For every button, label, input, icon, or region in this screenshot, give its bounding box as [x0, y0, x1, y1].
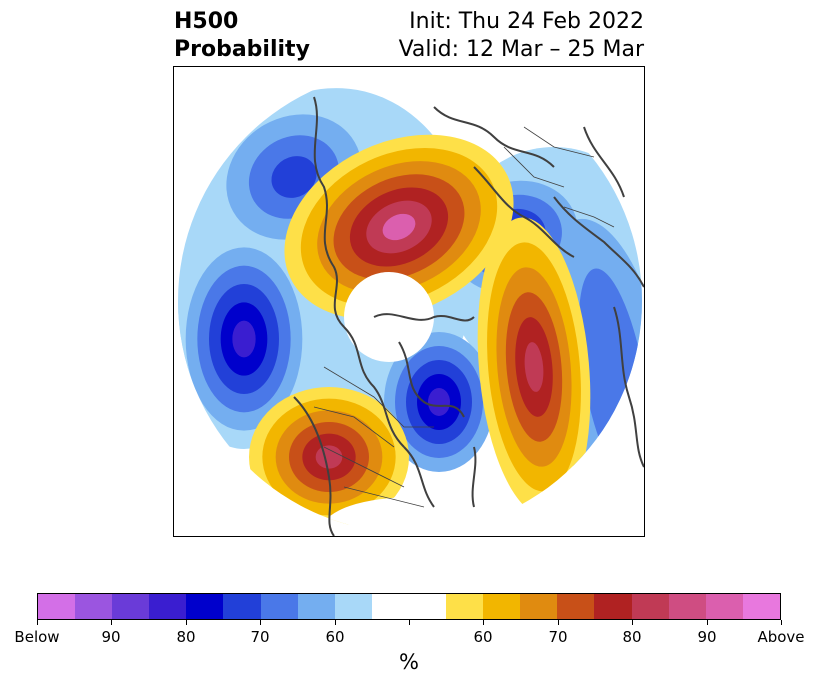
colorbar-label-above-90: 90	[697, 628, 717, 646]
coastlines	[293, 96, 644, 536]
colorbar-label-below-80: 80	[176, 628, 196, 646]
colorbar-label-below: Below	[14, 628, 60, 646]
colorbar-tick	[483, 620, 484, 625]
coastline	[583, 126, 625, 198]
colorbar-swatch	[75, 594, 113, 619]
map-title: H500 Probability	[174, 8, 310, 64]
colorbar-swatch	[371, 594, 409, 619]
colorbar-swatch	[520, 594, 558, 619]
pacific-negative-anomaly	[232, 320, 256, 358]
anomaly-shading	[178, 88, 642, 533]
map-subtitle: Init: Thu 24 Feb 2022 Valid: 12 Mar – 25…	[399, 8, 644, 64]
colorbar-label-below-70: 70	[250, 628, 270, 646]
colorbar-swatch	[149, 594, 187, 619]
colorbar-label-below-60: 60	[325, 628, 345, 646]
colorbar-swatch	[557, 594, 595, 619]
colorbar-tick	[707, 620, 708, 625]
colorbar-tick	[335, 620, 336, 625]
political-border	[523, 126, 595, 158]
colorbar-swatch	[742, 594, 780, 619]
colorbar-tick	[37, 620, 38, 625]
colorbar-swatch	[446, 594, 484, 619]
colorbar-tick	[111, 620, 112, 625]
colorbar-swatch	[112, 594, 150, 619]
colorbar-tick	[558, 620, 559, 625]
colorbar-swatch	[38, 594, 76, 619]
colorbar-tick	[409, 620, 410, 625]
colorbar-tick	[260, 620, 261, 625]
neutral-region	[324, 497, 504, 533]
title-variable: H500	[174, 9, 239, 34]
colorbar-tick	[186, 620, 187, 625]
colorbar-swatch	[631, 594, 669, 619]
title-field: Probability	[174, 37, 310, 62]
western-na-positive-anomaly	[315, 445, 343, 469]
coastline	[343, 326, 405, 448]
init-date: Init: Thu 24 Feb 2022	[409, 9, 644, 34]
coastline	[293, 396, 335, 536]
political-border	[343, 486, 425, 508]
colorbar-tick	[781, 620, 782, 625]
political-border	[503, 146, 565, 188]
colorbar-label-below-90: 90	[101, 628, 121, 646]
coastline	[613, 306, 644, 468]
valid-range: Valid: 12 Mar – 25 Mar	[398, 37, 644, 62]
colorbar-label-above: Above	[757, 628, 805, 646]
coastline	[471, 446, 477, 508]
colorbar-label-above-70: 70	[548, 628, 568, 646]
colorbar-swatch	[297, 594, 335, 619]
arctic-positive-anomaly	[382, 213, 416, 241]
colorbar-swatch	[334, 594, 372, 619]
coastline	[433, 106, 555, 168]
coastline	[373, 313, 475, 322]
political-border	[323, 366, 434, 428]
coastline	[398, 341, 465, 418]
colorbar-label-above-80: 80	[622, 628, 642, 646]
colorbar-swatch	[705, 594, 743, 619]
colorbar-unit: %	[399, 650, 419, 674]
coastline	[403, 446, 435, 508]
neutral-region	[344, 272, 434, 362]
colorbar-swatch	[260, 594, 298, 619]
political-border	[313, 406, 395, 448]
colorbar-swatch	[483, 594, 521, 619]
colorbar	[37, 593, 781, 620]
coastline	[553, 196, 644, 288]
probability-map	[173, 66, 645, 537]
canada-negative-anomaly	[428, 388, 450, 416]
political-border	[323, 446, 405, 488]
colorbar-swatch	[594, 594, 632, 619]
coastline	[313, 96, 345, 328]
colorbar-tick	[632, 620, 633, 625]
political-border	[563, 206, 615, 228]
colorbar-swatch	[223, 594, 261, 619]
colorbar-label-above-60: 60	[473, 628, 493, 646]
colorbar-swatch	[408, 594, 447, 619]
colorbar-swatch	[668, 594, 706, 619]
map-canvas	[178, 88, 644, 536]
colorbar-swatch	[186, 594, 224, 619]
siberia-negative-anomaly	[271, 156, 317, 198]
coastline	[473, 166, 575, 258]
atlantic-positive-anomaly	[524, 342, 544, 392]
